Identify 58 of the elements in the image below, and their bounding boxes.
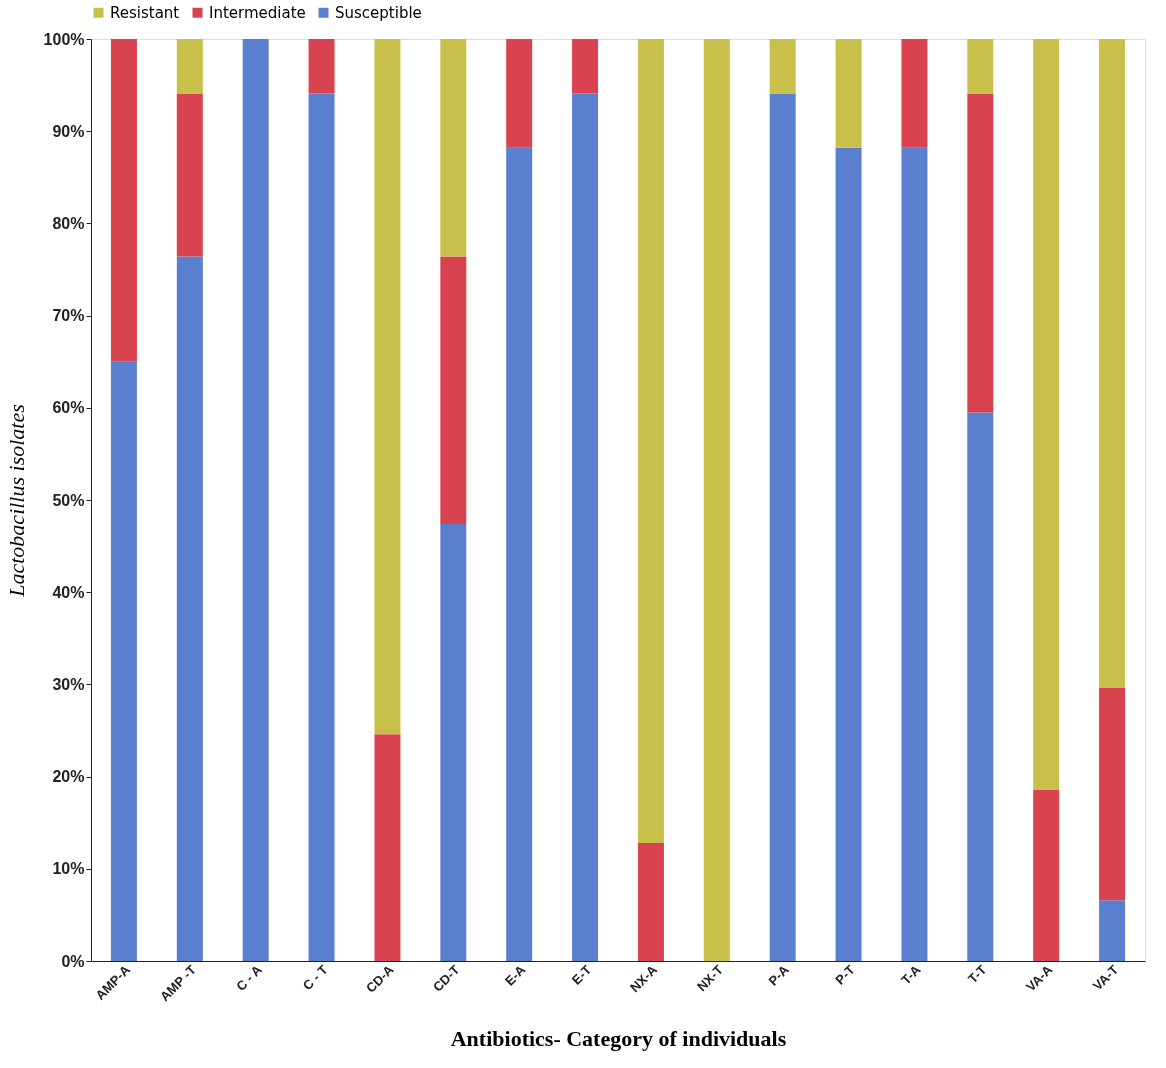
y-tick-label: 30% bbox=[52, 675, 85, 693]
x-tick-label: P-A bbox=[765, 961, 793, 989]
bar bbox=[176, 93, 203, 257]
bar bbox=[703, 39, 730, 961]
bar bbox=[835, 39, 862, 148]
y-tick-label: 100% bbox=[43, 30, 85, 48]
y-tick-label: 50% bbox=[52, 491, 85, 509]
x-axis-title: Antibiotics- Category of individuals bbox=[450, 1026, 787, 1052]
y-tick-label: 80% bbox=[52, 214, 85, 232]
bar bbox=[374, 39, 401, 735]
bar bbox=[901, 147, 928, 961]
bar bbox=[967, 93, 994, 413]
bar bbox=[1099, 900, 1126, 961]
bar bbox=[637, 842, 664, 961]
bar bbox=[572, 93, 599, 961]
bar bbox=[769, 39, 796, 94]
bar bbox=[769, 93, 796, 961]
y-tick-label: 0% bbox=[61, 952, 85, 970]
y-tick-label: 10% bbox=[52, 860, 85, 878]
bar bbox=[110, 39, 137, 362]
bar bbox=[967, 39, 994, 94]
bar bbox=[374, 734, 401, 961]
bar bbox=[967, 412, 994, 961]
bar bbox=[901, 39, 928, 148]
x-tick-label: E-A bbox=[501, 961, 529, 989]
x-tick-label: T-T bbox=[965, 962, 990, 987]
bar bbox=[308, 39, 335, 94]
y-tick-label: 40% bbox=[52, 583, 85, 601]
bar bbox=[506, 147, 533, 961]
y-axis-title: Lactobacillus isolates bbox=[3, 404, 29, 598]
bar bbox=[835, 147, 862, 961]
bar bbox=[1099, 39, 1126, 689]
legend-label: Resistant bbox=[110, 3, 180, 22]
x-tick-label: P-T bbox=[832, 962, 858, 988]
bar bbox=[440, 523, 467, 961]
bar bbox=[637, 39, 664, 843]
x-tick-label: E-T bbox=[568, 962, 595, 988]
bar bbox=[176, 39, 203, 94]
y-tick-label: 90% bbox=[52, 122, 85, 140]
x-tick-label: T-A bbox=[898, 961, 925, 988]
bar bbox=[1099, 688, 1126, 901]
y-tick-label: 70% bbox=[52, 307, 85, 325]
y-tick-label: 20% bbox=[52, 768, 85, 786]
x-tick-label: C - A bbox=[233, 961, 266, 994]
legend-label: Intermediate bbox=[209, 3, 306, 22]
y-tick-label: 60% bbox=[52, 399, 85, 417]
x-tick-label: C - T bbox=[299, 962, 331, 994]
bar bbox=[1033, 39, 1060, 790]
bar bbox=[1033, 789, 1060, 961]
legend-label: Susceptible bbox=[335, 3, 422, 22]
bar bbox=[242, 39, 269, 961]
bar bbox=[176, 256, 203, 961]
bar bbox=[440, 39, 467, 257]
bar bbox=[572, 39, 599, 94]
bar bbox=[110, 361, 137, 961]
bar bbox=[308, 93, 335, 961]
bar bbox=[440, 256, 467, 524]
bar bbox=[506, 39, 533, 148]
